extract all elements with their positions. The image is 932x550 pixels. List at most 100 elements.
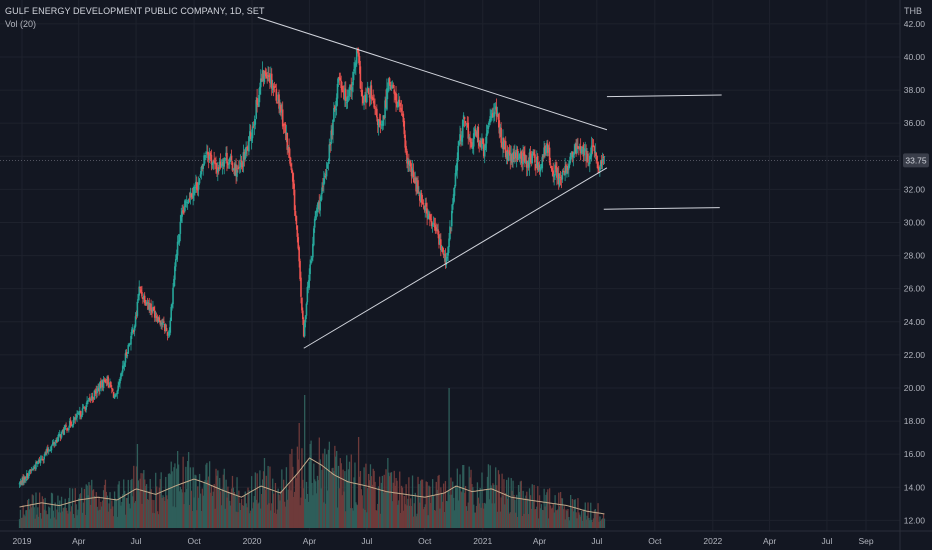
price-axis[interactable]: 12.00 14.00 16.00 18.00 20.00 22.00 24.00 26.00…: [903, 19, 929, 526]
volume-bar: [169, 474, 171, 528]
candle-body: [333, 107, 335, 122]
candle-body: [127, 345, 130, 354]
candle-body: [236, 170, 238, 177]
candle-body: [349, 86, 352, 88]
volume-bar: [50, 492, 53, 528]
volume-bar: [251, 476, 253, 528]
volume-bar: [86, 485, 88, 528]
candle-body: [440, 239, 442, 251]
volume-bar: [523, 513, 525, 528]
candle-body: [546, 143, 549, 153]
volume-bar: [558, 492, 560, 528]
volume-bar: [358, 476, 361, 528]
candle-body: [231, 162, 234, 171]
candle-body: [118, 382, 120, 386]
volume-bar: [419, 502, 421, 528]
volume-bar: [490, 485, 492, 528]
volume-bar: [499, 511, 501, 528]
candle-body: [545, 148, 547, 153]
candle-body: [189, 191, 192, 198]
candle-body: [601, 158, 604, 162]
volume-bar: [195, 475, 197, 528]
candle-body: [124, 353, 127, 363]
price-tick-label: 36.00: [904, 118, 926, 128]
volume-bar: [329, 473, 331, 528]
candle-body: [435, 227, 438, 231]
candle-body: [197, 182, 200, 190]
candle-body: [365, 94, 367, 103]
volume-bar: [592, 518, 595, 528]
volume-bar: [540, 504, 543, 528]
candle-body: [523, 151, 525, 157]
volume-bar: [427, 515, 429, 528]
candle-body: [334, 108, 337, 111]
candle-body: [283, 124, 286, 125]
volume-bar: [603, 518, 606, 528]
volume-bar: [346, 455, 348, 528]
time-axis[interactable]: 2019 Apr Jul Oct 2020 Apr Jul Oct 2021 Apr Jul Oct 2…: [13, 536, 874, 546]
candle-body: [377, 119, 380, 128]
volume-bar: [286, 499, 288, 528]
candle-body: [555, 165, 557, 169]
volume-bar: [405, 484, 407, 528]
volume-bar: [549, 505, 552, 528]
volume-bar: [589, 520, 591, 528]
volume-bar: [555, 510, 557, 528]
volume-bar: [582, 510, 585, 528]
candle-body: [366, 86, 369, 92]
candle-body: [201, 166, 204, 168]
volume-bar: [542, 510, 544, 528]
candle-body: [328, 144, 331, 161]
candle-body: [418, 194, 421, 201]
candle-body: [359, 66, 362, 89]
candle-body: [81, 408, 84, 416]
volume-bar: [434, 510, 437, 528]
candle-body: [19, 481, 22, 484]
volume-bar: [150, 489, 152, 528]
candle-body: [227, 162, 229, 166]
candle-body: [551, 167, 554, 171]
volume-bar: [244, 491, 246, 528]
candle-body: [202, 163, 204, 169]
candle-body: [134, 316, 137, 327]
volume-bar: [355, 502, 357, 528]
candle-body: [139, 286, 141, 289]
candle-body: [380, 124, 383, 126]
currency-label: THB: [904, 6, 922, 16]
volume-bar: [370, 476, 373, 528]
candle-body: [562, 170, 565, 172]
candle-body: [75, 417, 77, 419]
volume-bar: [479, 487, 481, 528]
candle-body: [596, 156, 598, 162]
time-tick-label: Apr: [72, 536, 85, 546]
volume-bar: [441, 493, 443, 528]
volume-bar: [155, 486, 158, 528]
candle-body: [170, 306, 172, 321]
volume-bar: [28, 509, 31, 528]
candle-body: [43, 456, 45, 460]
volume-bar: [233, 492, 235, 528]
candle-body: [180, 215, 183, 222]
candle-body: [151, 309, 153, 312]
volume-bar: [123, 490, 126, 528]
trendline-drawings[interactable]: [0, 16, 900, 349]
volume-bar: [40, 518, 43, 528]
candle-body: [195, 182, 198, 190]
candle-body: [550, 166, 553, 169]
volume-bar: [235, 511, 237, 528]
volume-bar: [227, 486, 229, 528]
candle-body: [298, 247, 300, 262]
volume-bar: [533, 485, 535, 528]
candle-body: [414, 177, 417, 182]
volume-bar: [123, 479, 125, 528]
candle-body: [119, 378, 121, 384]
volume-bar: [95, 492, 97, 528]
volume-bar: [268, 503, 270, 528]
volume-bar: [77, 509, 79, 528]
candle-body: [287, 146, 289, 149]
candle-body: [591, 145, 594, 147]
candle-body: [109, 381, 111, 388]
candle-body: [378, 119, 381, 122]
